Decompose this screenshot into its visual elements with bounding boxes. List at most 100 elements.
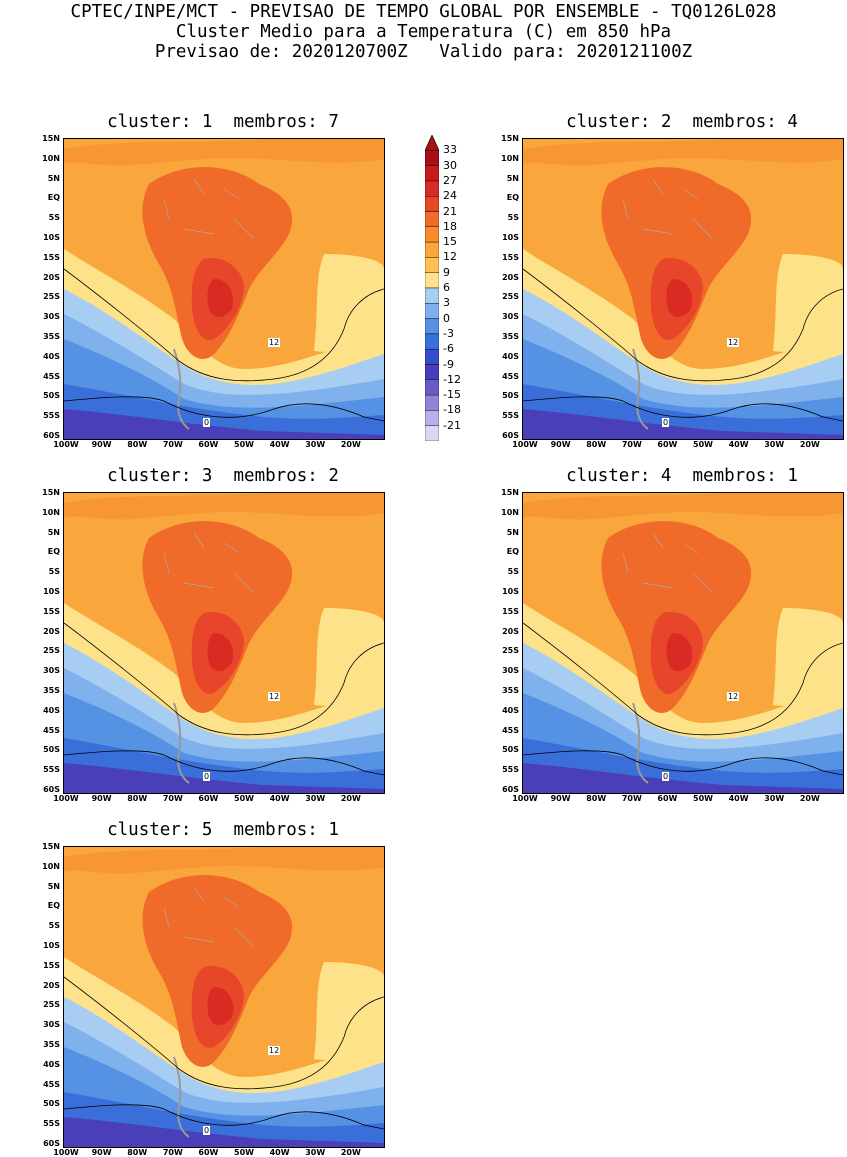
lon-tick-label: 30W [764, 794, 785, 803]
lon-tick-label: 70W [621, 440, 642, 449]
lat-tick-label: 25S [43, 292, 60, 302]
contour-label-0: 0 [203, 772, 211, 781]
lon-tick-label: 40W [728, 794, 749, 803]
panel-title: cluster: 4 membros: 1 [566, 466, 798, 486]
contour-label-12: 12 [727, 692, 740, 701]
lon-tick-label: 70W [162, 794, 183, 803]
lat-tick-label: 40S [43, 705, 60, 715]
lon-tick-label: 100W [53, 440, 79, 449]
contour-label-12: 12 [268, 338, 281, 347]
lat-tick-label: 25S [502, 292, 519, 302]
subtitle-variable: Cluster Medio para a Temperatura (C) em … [175, 22, 672, 42]
lat-tick-label: EQ [47, 901, 60, 911]
lat-tick-label: 20S [43, 980, 60, 990]
contour-label-0: 0 [662, 772, 670, 781]
lon-tick-label: 90W [91, 440, 112, 449]
lat-tick-label: 55S [43, 411, 60, 421]
colorbar [424, 134, 440, 442]
lon-tick-label: 100W [512, 794, 538, 803]
lon-tick-label: 90W [550, 794, 571, 803]
lat-tick-label: 10N [42, 153, 60, 163]
lon-tick-label: 30W [305, 794, 326, 803]
lat-tick-label: 40S [43, 1059, 60, 1069]
colorbar-label: 30 [443, 158, 457, 172]
lat-tick-label: 5S [48, 213, 60, 223]
lon-tick-label: 20W [340, 440, 361, 449]
lat-tick-label: 30S [502, 312, 519, 322]
lat-tick-label: 15N [501, 488, 519, 497]
panel-title: cluster: 1 membros: 7 [107, 112, 339, 132]
temperature-map-panel [522, 492, 844, 794]
lat-tick-label: 35S [502, 332, 519, 341]
lon-tick-label: 80W [127, 794, 148, 803]
lon-tick-label: 20W [799, 794, 820, 803]
lat-tick-label: 10S [43, 233, 60, 242]
lat-tick-label: 20S [43, 272, 60, 282]
lon-tick-label: 20W [340, 794, 361, 803]
lat-tick-label: 15N [42, 842, 60, 851]
temperature-map-panel [63, 138, 385, 440]
lat-tick-label: 15N [501, 134, 519, 143]
lat-tick-label: 50S [43, 391, 60, 401]
panel-title: cluster: 3 membros: 2 [107, 466, 339, 486]
lat-tick-label: 30S [43, 1020, 60, 1030]
lat-tick-label: 5S [48, 921, 60, 931]
lat-tick-label: 55S [43, 1119, 60, 1129]
lon-tick-label: 30W [305, 440, 326, 449]
main-title: CPTEC/INPE/MCT - PREVISAO DE TEMPO GLOBA… [70, 2, 777, 22]
lat-tick-label: 15S [502, 252, 519, 262]
lat-tick-label: 55S [502, 411, 519, 421]
lat-tick-label: 15S [43, 606, 60, 616]
lat-tick-label: 30S [502, 666, 519, 676]
colorbar-label: 9 [443, 265, 450, 279]
lat-tick-label: 10S [502, 233, 519, 242]
lon-tick-label: 60W [657, 794, 678, 803]
lon-tick-label: 100W [53, 1148, 79, 1157]
lat-tick-label: 10N [501, 507, 519, 517]
lon-tick-label: 50W [234, 1148, 254, 1157]
lon-tick-label: 60W [198, 794, 219, 803]
lon-tick-label: 90W [91, 794, 112, 803]
lat-tick-label: 5N [47, 881, 60, 891]
lon-tick-label: 80W [127, 1148, 148, 1157]
panel-title: cluster: 2 membros: 4 [566, 112, 798, 132]
lat-tick-label: 50S [43, 745, 60, 755]
lat-tick-label: 55S [43, 765, 60, 775]
lon-tick-label: 40W [728, 440, 749, 449]
lat-tick-label: 10S [43, 587, 60, 596]
lat-tick-label: 10N [42, 861, 60, 871]
contour-label-0: 0 [203, 1126, 211, 1135]
lat-tick-label: 25S [43, 1000, 60, 1010]
lon-tick-label: 30W [764, 440, 785, 449]
lat-tick-label: 45S [43, 1079, 60, 1089]
contour-label-0: 0 [662, 418, 670, 427]
lat-tick-label: 10S [502, 587, 519, 596]
lat-tick-label: 30S [43, 312, 60, 322]
colorbar-label: 24 [443, 189, 457, 203]
lat-tick-label: 50S [502, 391, 519, 401]
colorbar-label: 18 [443, 219, 457, 233]
lat-tick-label: 60S [43, 1139, 60, 1148]
lon-tick-label: 90W [550, 440, 571, 449]
lat-tick-label: 35S [43, 332, 60, 341]
lat-tick-label: 10N [501, 153, 519, 163]
colorbar-label: 12 [443, 250, 457, 264]
lat-tick-label: 40S [43, 351, 60, 361]
lat-tick-label: 25S [502, 646, 519, 656]
lat-tick-label: 10S [43, 941, 60, 950]
lat-tick-label: 15S [43, 252, 60, 262]
colorbar-label: 15 [443, 235, 457, 249]
lon-tick-label: 20W [799, 440, 820, 449]
lon-tick-label: 70W [162, 440, 183, 449]
lon-tick-label: 20W [340, 1148, 361, 1157]
lon-tick-label: 80W [586, 794, 607, 803]
lat-tick-label: 60S [43, 431, 60, 440]
lon-tick-label: 60W [657, 440, 678, 449]
lat-tick-label: 45S [502, 725, 519, 735]
lat-tick-label: 55S [502, 765, 519, 775]
lat-tick-label: 40S [502, 351, 519, 361]
lon-tick-label: 100W [512, 440, 538, 449]
lon-tick-label: 80W [127, 440, 148, 449]
lat-tick-label: 25S [43, 646, 60, 656]
lon-tick-label: 50W [234, 440, 254, 449]
